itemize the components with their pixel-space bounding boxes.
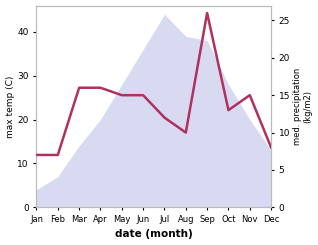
X-axis label: date (month): date (month) [115, 230, 193, 239]
Y-axis label: max temp (C): max temp (C) [5, 75, 15, 138]
Y-axis label: med. precipitation
(kg/m2): med. precipitation (kg/m2) [293, 68, 313, 145]
